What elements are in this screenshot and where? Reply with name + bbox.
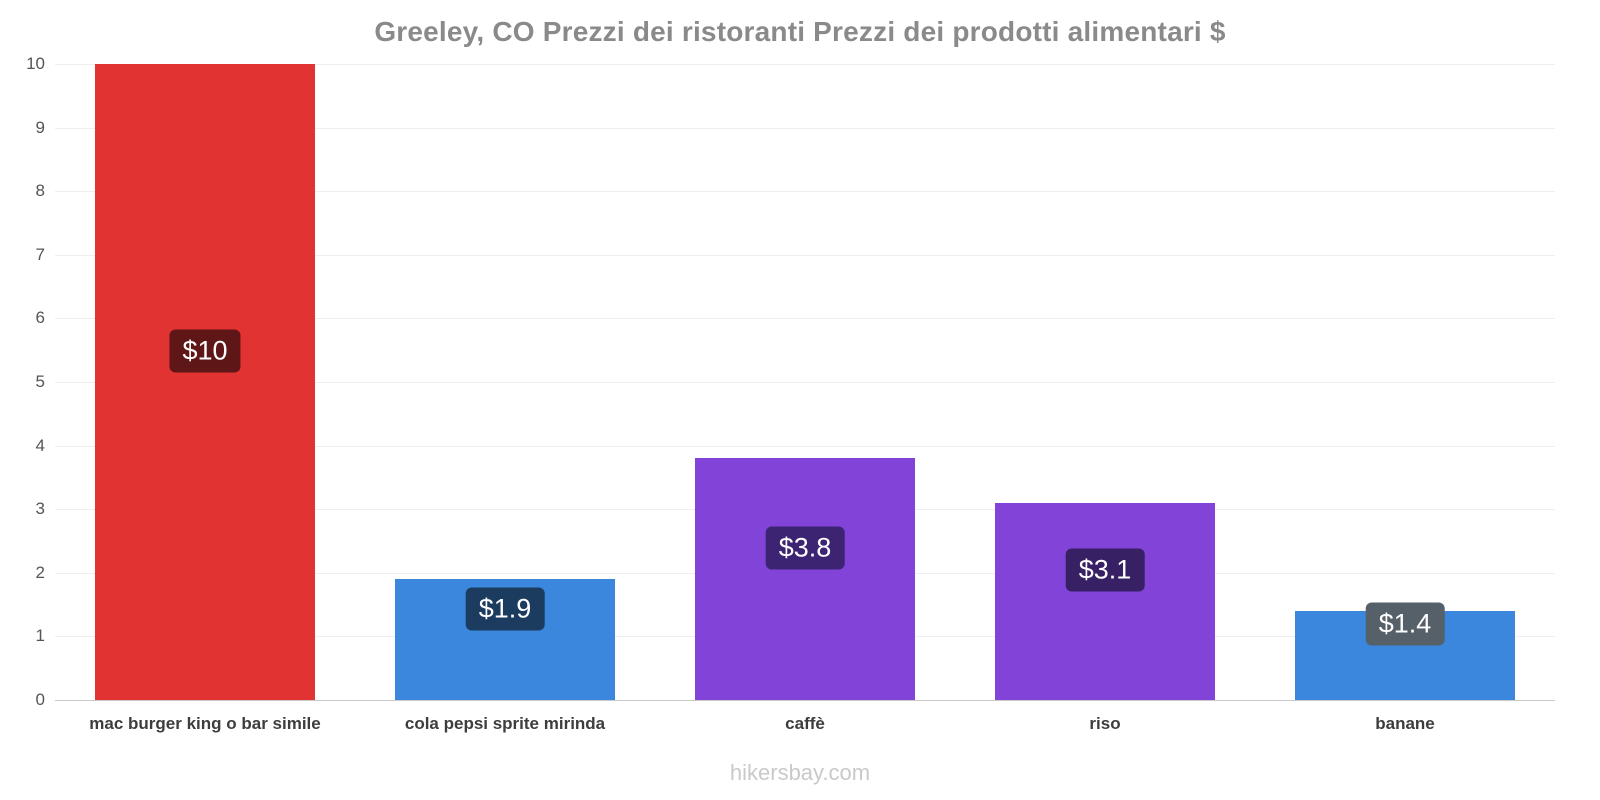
y-axis-tick-label: 4 bbox=[35, 435, 45, 455]
bar-slot: $10 bbox=[55, 64, 355, 700]
bar: $10 bbox=[95, 64, 315, 700]
x-axis-category-label: caffè bbox=[785, 714, 825, 733]
bar: $3.1 bbox=[995, 502, 1215, 700]
y-axis-tick-label: 1 bbox=[35, 626, 45, 646]
y-axis-tick-label: 6 bbox=[35, 308, 45, 328]
gridline bbox=[55, 191, 1555, 193]
plot-area: $10 $1.9 $3.8 $3.1 $1.4 0 1 2 3 4 5 6 7 8 9 10 bbox=[26, 54, 1555, 709]
y-axis-tick-label: 10 bbox=[26, 54, 45, 73]
x-axis-category-label: mac burger king o bar simile bbox=[89, 714, 321, 733]
y-axis-tick-label: 5 bbox=[35, 372, 45, 391]
bar-value-label: $1.4 bbox=[1365, 602, 1445, 646]
x-axis-labels: mac burger king o bar simile cola pepsi s… bbox=[55, 714, 1555, 734]
gridline bbox=[55, 64, 1555, 65]
x-axis-category-label: cola pepsi sprite mirinda bbox=[404, 714, 606, 733]
y-axis-tick-label: 9 bbox=[35, 117, 45, 137]
y-axis-tick-label: 2 bbox=[35, 562, 45, 582]
gridline bbox=[55, 318, 1555, 320]
bar: $1.9 bbox=[395, 579, 615, 700]
gridline bbox=[55, 127, 1555, 129]
bar-value-label: $3.1 bbox=[1065, 548, 1145, 592]
chart-title: Greeley, CO Prezzi dei ristoranti Prezzi… bbox=[374, 16, 1226, 47]
gridline bbox=[55, 700, 1555, 701]
gridline bbox=[55, 445, 1555, 447]
bar-slot: $1.9 bbox=[355, 64, 655, 700]
y-axis-tick-label: 3 bbox=[35, 499, 45, 519]
y-axis-tick-label: 0 bbox=[35, 690, 45, 709]
x-axis-category-label: banane bbox=[1375, 714, 1435, 733]
bar-slot: $1.4 bbox=[1255, 64, 1555, 700]
footer-link[interactable]: hikersbay.com bbox=[729, 760, 871, 785]
bar-value-label: $1.9 bbox=[465, 587, 545, 631]
bar: $1.4 bbox=[1295, 602, 1515, 700]
bar-slot: $3.1 bbox=[955, 64, 1255, 700]
bar-slot: $3.8 bbox=[655, 64, 955, 700]
y-axis-tick-label: 7 bbox=[35, 244, 45, 264]
gridline bbox=[55, 254, 1555, 256]
bar-value-label: $3.8 bbox=[765, 526, 845, 570]
x-axis-category-label: riso bbox=[1089, 714, 1121, 733]
gridline bbox=[55, 382, 1555, 383]
y-axis-tick-label: 8 bbox=[35, 181, 45, 201]
bar: $3.8 bbox=[695, 458, 915, 700]
bars-container: $10 $1.9 $3.8 $3.1 $1.4 bbox=[55, 64, 1555, 700]
bar-value-label: $10 bbox=[169, 329, 241, 373]
